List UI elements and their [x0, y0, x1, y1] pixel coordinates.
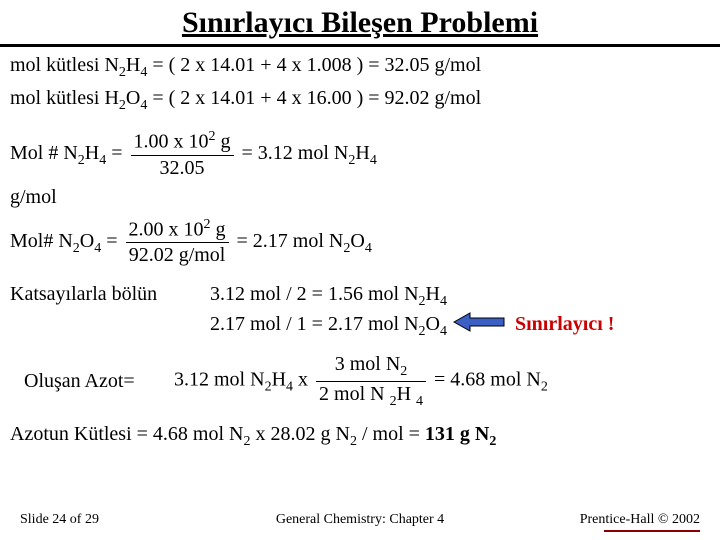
footer-underline — [604, 530, 700, 532]
gmol-stray: g/mol — [10, 185, 710, 210]
footer-center: General Chemistry: Chapter 4 — [0, 512, 720, 528]
mol-n2o4-calc: Mol# N2O4 = 2.00 x 102 g 92.02 g/mol = 2… — [10, 216, 710, 269]
molar-mass-h2o4: mol kütlesi H2O4 = ( 2 x 14.01 + 4 x 16.… — [10, 86, 710, 115]
nitrogen-formed: Oluşan Azot= 3.12 mol N2H4 x 3 mol N2 2 … — [10, 352, 710, 410]
mol-n2h4-calc: Mol # N2H4 = 1.00 x 102 g 32.05 = 3.12 m… — [10, 128, 710, 181]
slide-body: mol kütlesi N2H4 = ( 2 x 14.01 + 4 x 1.0… — [0, 53, 720, 451]
arrow-icon — [452, 311, 506, 340]
limiting-label: Sınırlayıcı ! — [515, 313, 614, 335]
divide-label: Katsayılarla bölün — [10, 282, 210, 307]
slide-footer: Slide 24 of 29 General Chemistry: Chapte… — [0, 512, 720, 532]
nitrogen-mass: Azotun Kütlesi = 4.68 mol N2 x 28.02 g N… — [10, 422, 710, 451]
page-title: Sınırlayıcı Bileşen Problemi — [0, 0, 720, 42]
molar-mass-n2h4: mol kütlesi N2H4 = ( 2 x 14.01 + 4 x 1.0… — [10, 53, 710, 82]
coefficient-division: Katsayılarla bölün 3.12 mol / 2 = 1.56 m… — [10, 282, 710, 340]
title-rule — [0, 44, 720, 47]
